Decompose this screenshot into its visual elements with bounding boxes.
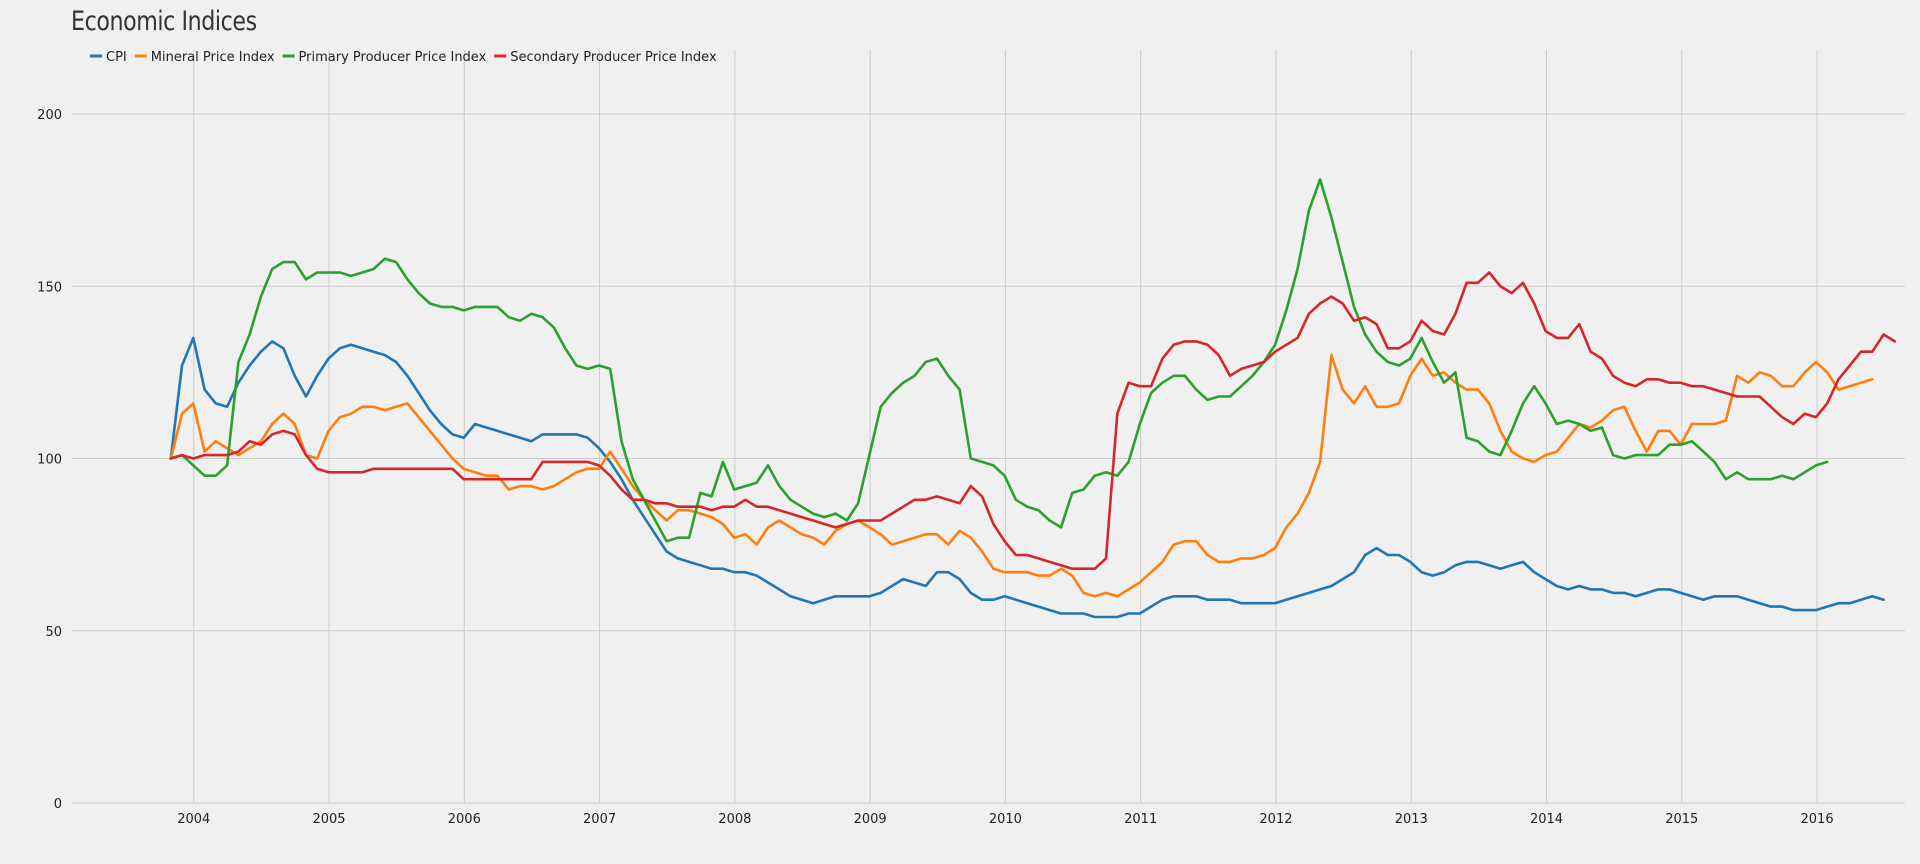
chart-title: Economic Indices bbox=[71, 6, 257, 37]
x-tick-label: 2006 bbox=[448, 812, 481, 827]
x-tick-label: 2016 bbox=[1801, 812, 1834, 827]
x-tick-label: 2013 bbox=[1395, 812, 1428, 827]
y-axis-ticks: 0 50 100 150 200 bbox=[37, 108, 62, 812]
x-tick-label: 2012 bbox=[1259, 812, 1292, 827]
legend: CPI Mineral Price Index Primary Producer P… bbox=[90, 50, 717, 65]
series-line-cpi bbox=[169, 336, 1885, 619]
x-tick-label: 2008 bbox=[718, 812, 751, 827]
series-line-secondary-producer-price-index bbox=[169, 271, 1897, 571]
grid-lines bbox=[72, 50, 1905, 804]
y-tick-label: 100 bbox=[37, 453, 62, 468]
series-lines bbox=[169, 178, 1897, 619]
legend-label: Secondary Producer Price Index bbox=[510, 50, 717, 65]
legend-label: Mineral Price Index bbox=[151, 50, 275, 65]
legend-label: CPI bbox=[106, 50, 127, 65]
x-tick-label: 2011 bbox=[1124, 812, 1157, 827]
y-tick-label: 0 bbox=[54, 797, 62, 812]
x-tick-label: 2004 bbox=[177, 812, 210, 827]
series-line-mineral-price-index bbox=[169, 353, 1874, 598]
x-tick-label: 2015 bbox=[1665, 812, 1698, 827]
x-tick-label: 2009 bbox=[854, 812, 887, 827]
y-tick-label: 150 bbox=[37, 280, 62, 295]
x-axis-ticks: 2004 2005 2006 2007 2008 2009 2010 2011 2012 2013… bbox=[177, 812, 1833, 827]
y-tick-label: 50 bbox=[45, 625, 62, 640]
legend-label: Primary Producer Price Index bbox=[299, 50, 487, 65]
x-tick-label: 2007 bbox=[583, 812, 616, 827]
x-tick-label: 2010 bbox=[989, 812, 1022, 827]
x-tick-label: 2005 bbox=[312, 812, 345, 827]
x-tick-label: 2014 bbox=[1530, 812, 1563, 827]
y-tick-label: 200 bbox=[37, 108, 62, 123]
series-line-primary-producer-price-index bbox=[169, 178, 1829, 543]
